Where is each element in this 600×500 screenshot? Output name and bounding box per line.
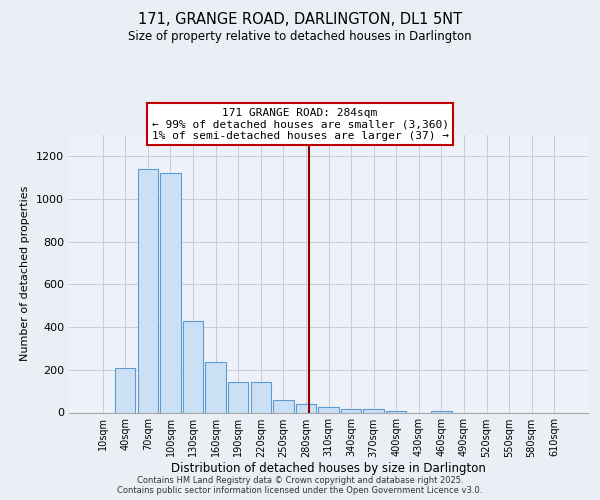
X-axis label: Distribution of detached houses by size in Darlington: Distribution of detached houses by size … <box>171 462 486 475</box>
Text: 171, GRANGE ROAD, DARLINGTON, DL1 5NT: 171, GRANGE ROAD, DARLINGTON, DL1 5NT <box>138 12 462 28</box>
Bar <box>228 382 248 412</box>
Bar <box>296 404 316 412</box>
Text: Contains HM Land Registry data © Crown copyright and database right 2025.: Contains HM Land Registry data © Crown c… <box>137 476 463 485</box>
Text: Size of property relative to detached houses in Darlington: Size of property relative to detached ho… <box>128 30 472 43</box>
Bar <box>138 169 158 412</box>
Y-axis label: Number of detached properties: Number of detached properties <box>20 186 31 362</box>
Bar <box>160 174 181 412</box>
Bar <box>115 368 136 412</box>
Bar <box>341 410 361 412</box>
Text: 171 GRANGE ROAD: 284sqm
← 99% of detached houses are smaller (3,360)
1% of semi-: 171 GRANGE ROAD: 284sqm ← 99% of detache… <box>151 108 449 140</box>
Text: Contains public sector information licensed under the Open Government Licence v3: Contains public sector information licen… <box>118 486 482 495</box>
Bar <box>183 320 203 412</box>
Bar <box>364 410 384 412</box>
Bar <box>251 382 271 412</box>
Bar <box>273 400 293 412</box>
Bar <box>205 362 226 412</box>
Bar <box>319 407 338 412</box>
